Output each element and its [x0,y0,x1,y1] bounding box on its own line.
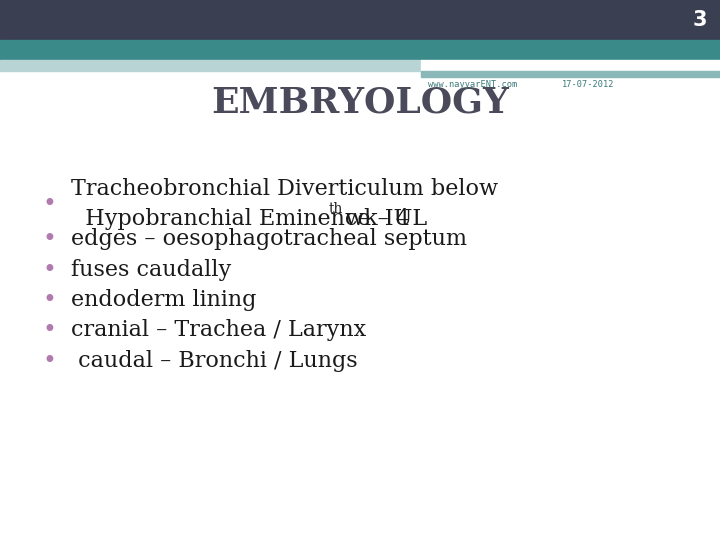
Text: •: • [42,258,56,282]
Text: Hypobranchial Eminence – 4: Hypobranchial Eminence – 4 [71,208,410,230]
Text: 3: 3 [693,10,707,30]
Text: th: th [329,202,343,216]
Text: •: • [42,192,56,216]
Text: •: • [42,349,56,373]
Text: www.nayyarENT.com: www.nayyarENT.com [428,80,518,89]
Bar [0,60,421,71]
Text: •: • [42,288,56,312]
Bar [0,0,720,40]
Bar [421,60,720,71]
Text: •: • [42,227,56,251]
Text: Tracheobronchial Diverticulum below: Tracheobronchial Diverticulum below [71,178,498,200]
Text: •: • [42,319,56,342]
Text: cranial – Trachea / Larynx: cranial – Trachea / Larynx [71,320,366,341]
Bar [421,71,720,77]
Text: fuses caudally: fuses caudally [71,259,231,281]
Text: endoderm lining: endoderm lining [71,289,256,311]
Text: EMBRYOLOGY: EMBRYOLOGY [211,86,509,119]
Bar [0,40,720,60]
Text: edges – oesophagotracheal septum: edges – oesophagotracheal septum [71,228,467,249]
Text: wk IUL: wk IUL [338,208,428,230]
Text: 17-07-2012: 17-07-2012 [562,80,614,89]
Text: caudal – Bronchi / Lungs: caudal – Bronchi / Lungs [71,350,357,372]
